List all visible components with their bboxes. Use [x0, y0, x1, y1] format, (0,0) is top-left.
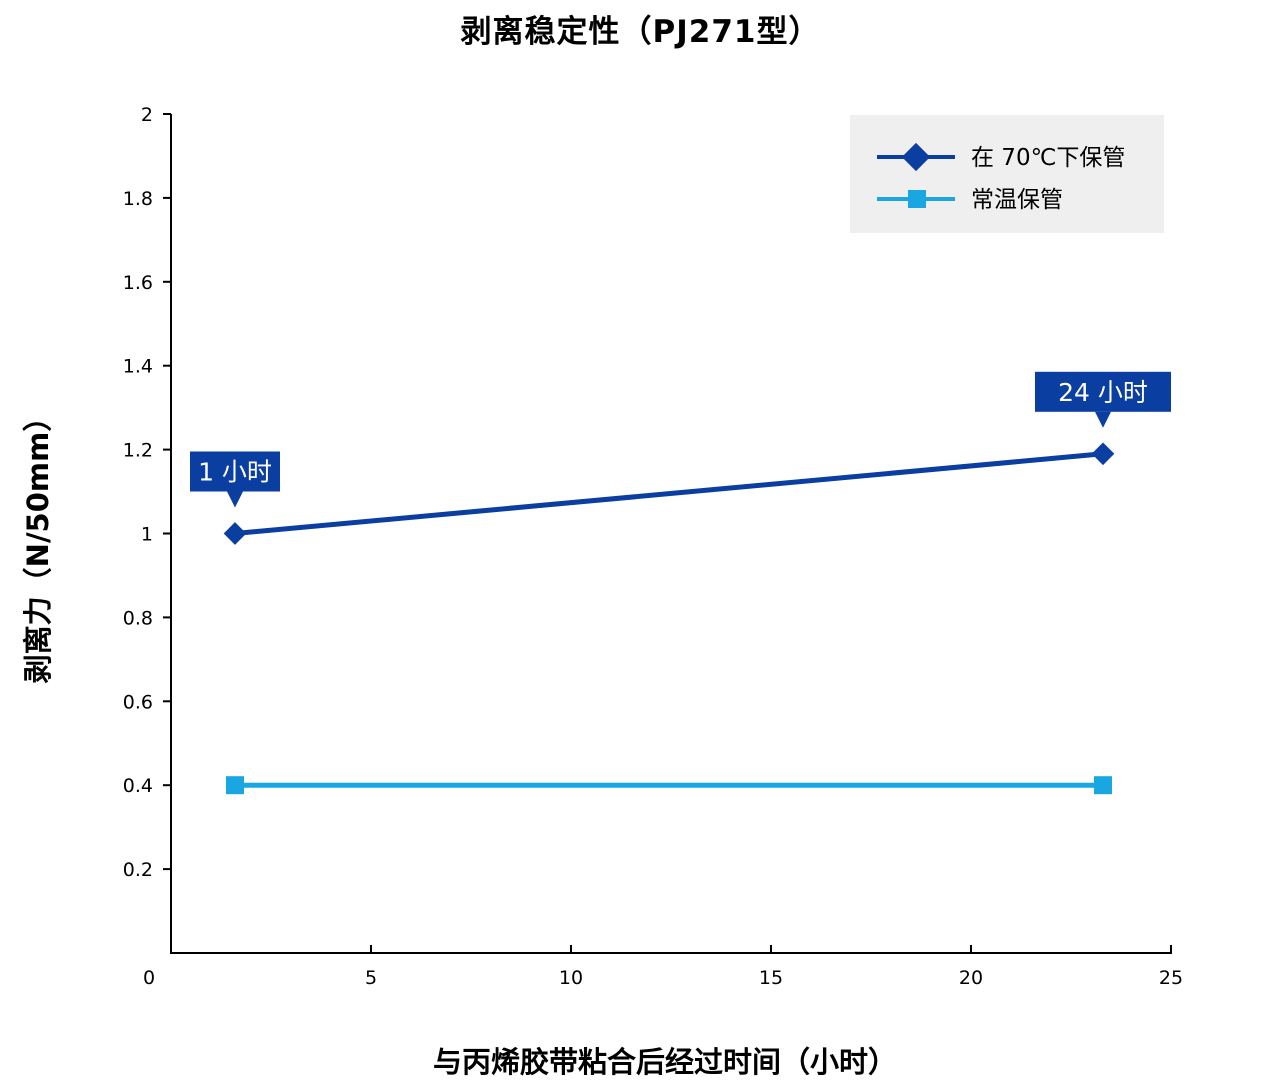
- data-point-square: [1094, 776, 1112, 795]
- callout-pointer: [1095, 411, 1111, 428]
- y-tick-label: 0.4: [123, 775, 153, 797]
- axes: 0.2 0.4 0.6 0.8 1 1.2 1.4 1.6 1.8 2 0 5 10 15 20 25: [123, 104, 1183, 989]
- legend: 在 70℃下保管 常温保管: [850, 115, 1164, 233]
- callout-box: [1035, 371, 1171, 412]
- y-tick-label: 1.8: [123, 188, 153, 210]
- y-tick-label: 0.2: [123, 859, 153, 881]
- data-point-square: [226, 776, 244, 795]
- chart-title: 剥离稳定性（PJ271型）: [460, 14, 821, 50]
- y-tick-label: 1.6: [123, 272, 153, 294]
- data-point-diamond: [223, 522, 247, 545]
- callout-label: 24 小时: [1058, 378, 1148, 407]
- x-tick-label: 15: [759, 967, 783, 989]
- series-layer: [223, 442, 1115, 795]
- series-line-1: [234, 451, 1104, 536]
- y-tick-label: 2: [141, 104, 153, 126]
- y-axis-title: 剥离力（N/50mm）: [21, 403, 55, 684]
- callout: 24 小时: [1035, 371, 1171, 428]
- data-point-diamond: [1091, 442, 1115, 466]
- x-tick-label: 25: [1159, 967, 1183, 989]
- y-tick-label: 1.4: [123, 356, 153, 378]
- x-tick-label: 20: [959, 967, 983, 989]
- y-tick-label: 0.8: [123, 607, 153, 629]
- y-tick-label: 0.6: [123, 691, 153, 713]
- y-tick-label: 1.2: [123, 440, 153, 462]
- legend-background: [850, 115, 1164, 233]
- legend-marker-series-1: [901, 142, 931, 172]
- x-ticks: 0 5 10 15 20 25: [143, 945, 1183, 989]
- callout-layer: 1 小时 24 小时: [190, 371, 1171, 508]
- y-tick-label: 1: [141, 524, 153, 546]
- x-tick-label: 5: [365, 967, 377, 989]
- x-tick-label: 0: [143, 967, 155, 989]
- x-tick-label: 10: [559, 967, 583, 989]
- legend-marker-series-2: [908, 190, 926, 208]
- legend-label-series-2: 常温保管: [971, 187, 1063, 213]
- callout: 1 小时: [190, 451, 280, 508]
- callout-label: 1 小时: [198, 458, 272, 487]
- y-ticks: 0.2 0.4 0.6 0.8 1 1.2 1.4 1.6 1.8 2: [123, 104, 171, 881]
- callout-pointer: [227, 491, 243, 508]
- callout-box: [190, 451, 280, 492]
- x-axis-title: 与丙烯胶带粘合后经过时间（小时）: [433, 1045, 897, 1079]
- legend-label-series-1: 在 70℃下保管: [971, 145, 1125, 171]
